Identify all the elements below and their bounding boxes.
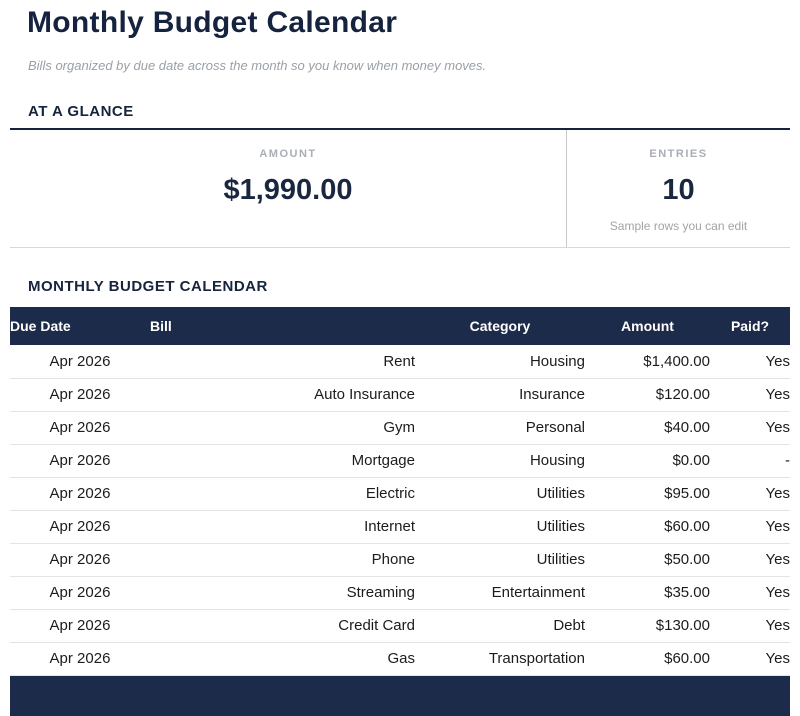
table-cell: Utilities — [415, 510, 585, 544]
table-cell: Credit Card — [150, 609, 415, 643]
table-cell: Yes — [710, 345, 790, 379]
table-row: Apr 2026 Electric Utilities $95.00 Yes — [10, 477, 790, 511]
table-row: Apr 2026 Phone Utilities $50.00 Yes — [10, 543, 790, 577]
table-cell: Gym — [150, 411, 415, 445]
table-cell: Rent — [150, 345, 415, 379]
amount-label: AMOUNT — [259, 148, 317, 160]
table-cell: $130.00 — [585, 609, 710, 643]
entries-value: 10 — [662, 174, 695, 206]
table-row: Apr 2026 Rent Housing $1,400.00 Yes — [10, 345, 790, 379]
entries-note: Sample rows you can edit — [609, 219, 748, 233]
table-row: Apr 2026 Gym Personal $40.00 Yes — [10, 411, 790, 445]
column-header: Paid? — [710, 307, 790, 345]
table-cell: Internet — [150, 510, 415, 544]
column-header: Amount — [585, 307, 710, 345]
table-row: Apr 2026 Mortgage Housing $0.00- — [10, 444, 790, 478]
table-heading: MONTHLY BUDGET CALENDAR — [28, 278, 268, 295]
page-subtitle: Bills organized by due date across the m… — [28, 58, 487, 73]
table-cell: $60.00 — [585, 642, 710, 676]
glance-cards: AMOUNT $1,990.00 ENTRIES 10 Sample rows … — [10, 130, 790, 248]
table-cell: Apr 2026 — [10, 345, 150, 379]
table-cell: Yes — [710, 642, 790, 676]
table-cell: Electric — [150, 477, 415, 511]
amount-card: AMOUNT $1,990.00 — [10, 130, 567, 247]
table-cell: Mortgage — [150, 444, 415, 478]
column-header: Category — [415, 307, 585, 345]
table-cell: Insurance — [415, 378, 585, 412]
glance-heading: AT A GLANCE — [28, 103, 134, 120]
glance-heading-rule — [10, 128, 790, 130]
table-cell: Utilities — [415, 477, 585, 511]
table-header-row: Due Date Bill Category Amount Paid? — [10, 307, 790, 345]
table-header: Due Date Bill Category Amount Paid? — [10, 307, 790, 345]
table-body: Apr 2026 Rent Housing $1,400.00 Yes Apr 2026 A… — [10, 345, 790, 676]
table-cell: Yes — [710, 510, 790, 544]
table-cell: Housing — [415, 444, 585, 478]
column-header: Bill — [150, 307, 415, 345]
table-cell: Debt — [415, 609, 585, 643]
table-cell: Gas — [150, 642, 415, 676]
table-cell: $95.00 — [585, 477, 710, 511]
table-cell: Yes — [710, 477, 790, 511]
page: Monthly Budget Calendar Bills organized … — [0, 6, 800, 716]
table-cell: $35.00 — [585, 576, 710, 610]
page-title: Monthly Budget Calendar — [27, 6, 398, 39]
table-cell: Apr 2026 — [10, 444, 150, 478]
column-header: Due Date — [10, 307, 150, 345]
budget-table-wrap: Due Date Bill Category Amount Paid? Apr 2026… — [10, 307, 790, 676]
table-cell: Apr 2026 — [10, 411, 150, 445]
table-cell: $0.00 — [585, 444, 710, 478]
table-cell: - — [710, 444, 790, 478]
table-cell: Apr 2026 — [10, 510, 150, 544]
table-cell: Housing — [415, 345, 585, 379]
amount-value: $1,990.00 — [223, 174, 353, 206]
table-cell: Apr 2026 — [10, 543, 150, 577]
table-cell: Phone — [150, 543, 415, 577]
table-cell: Yes — [710, 378, 790, 412]
table-cell: Apr 2026 — [10, 576, 150, 610]
table-cell: Yes — [710, 543, 790, 577]
table-cell: $50.00 — [585, 543, 710, 577]
budget-table: Due Date Bill Category Amount Paid? Apr 2026… — [10, 307, 790, 676]
table-cell: Entertainment — [415, 576, 585, 610]
table-cell: Apr 2026 — [10, 378, 150, 412]
entries-label: ENTRIES — [649, 148, 708, 160]
table-cell: $60.00 — [585, 510, 710, 544]
table-row: Apr 2026 Credit Card Debt $130.00 Yes — [10, 609, 790, 643]
table-row: Apr 2026 Streaming Entertainment $35.00 Yes — [10, 576, 790, 610]
entries-card: ENTRIES 10 Sample rows you can edit — [567, 130, 790, 247]
table-cell: Apr 2026 — [10, 609, 150, 643]
table-cell: Apr 2026 — [10, 477, 150, 511]
table-cell: $1,400.00 — [585, 345, 710, 379]
table-row: Apr 2026 Auto Insurance Insurance $120.00 Ye… — [10, 378, 790, 412]
table-cell: $40.00 — [585, 411, 710, 445]
table-cell: Yes — [710, 609, 790, 643]
table-cell: Auto Insurance — [150, 378, 415, 412]
table-row: Apr 2026 Internet Utilities $60.00 Yes — [10, 510, 790, 544]
table-cell: Utilities — [415, 543, 585, 577]
table-cell: Streaming — [150, 576, 415, 610]
table-cell: Personal — [415, 411, 585, 445]
table-cell: Transportation — [415, 642, 585, 676]
table-row: Apr 2026 Gas Transportation $60.00 Yes — [10, 642, 790, 676]
table-cell: $120.00 — [585, 378, 710, 412]
table-cell: Apr 2026 — [10, 642, 150, 676]
table-cell: Yes — [710, 411, 790, 445]
table-cell: Yes — [710, 576, 790, 610]
